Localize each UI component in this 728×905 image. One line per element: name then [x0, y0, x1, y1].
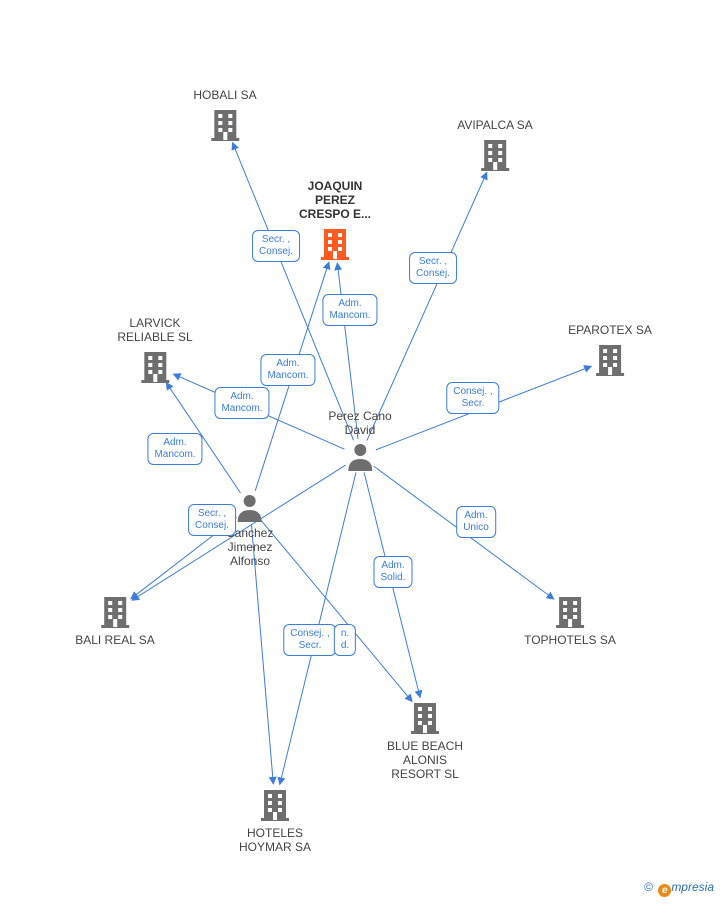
edge-label: n. d. [334, 624, 356, 656]
edge-label: Adm. Mancom. [260, 354, 315, 386]
person-icon [328, 441, 391, 471]
building-icon [457, 136, 533, 172]
node-label: HOBALI SA [193, 88, 256, 102]
building-icon [568, 341, 652, 377]
edge [132, 465, 346, 600]
node-label: AVIPALCA SA [457, 118, 533, 132]
node-avipalca: AVIPALCA SA [457, 118, 533, 172]
edge-label: Secr. , Consej. [409, 252, 457, 284]
edge-label: Secr. , Consej. [252, 230, 300, 262]
edge [251, 524, 273, 784]
diagram-canvas: Perez Cano David Sanchez Jimenez Alfonso… [0, 0, 728, 905]
edge-label: Adm. Mancom. [214, 387, 269, 419]
building-icon [117, 348, 192, 384]
building-icon [387, 699, 463, 735]
brand-initial: e [658, 884, 671, 897]
edge [337, 263, 358, 439]
building-icon [299, 225, 371, 261]
node-hoymar: HOTELES HOYMAR SA [239, 786, 311, 854]
node-label: EPAROTEX SA [568, 323, 652, 337]
edge-label: Consej. , Secr. [283, 624, 336, 656]
node-label: LARVICK RELIABLE SL [117, 316, 192, 344]
edge [261, 520, 412, 702]
building-icon [239, 786, 311, 822]
brand-text: mpresia [671, 880, 714, 894]
edge-label: Adm. Mancom. [322, 294, 377, 326]
building-icon [193, 106, 256, 142]
node-balireal: BALI REAL SA [75, 593, 155, 647]
node-tophotels: TOPHOTELS SA [524, 593, 616, 647]
building-icon [75, 593, 155, 629]
node-label: TOPHOTELS SA [524, 633, 616, 647]
node-perez: Perez Cano David [328, 409, 391, 471]
building-icon [524, 593, 616, 629]
node-eparotex: EPAROTEX SA [568, 323, 652, 377]
edge-label: Secr. , Consej. [188, 504, 236, 536]
node-bluebeach: BLUE BEACH ALONIS RESORT SL [387, 699, 463, 781]
edge-label: Adm. Unico [456, 506, 496, 538]
node-larvick: LARVICK RELIABLE SL [117, 316, 192, 384]
node-label: BALI REAL SA [75, 633, 155, 647]
edges-layer [0, 0, 728, 905]
node-joaquin: JOAQUIN PEREZ CRESPO E... [299, 179, 371, 261]
node-label: JOAQUIN PEREZ CRESPO E... [299, 179, 371, 221]
edge-label: Consej. , Secr. [446, 382, 499, 414]
edge-label: Adm. Mancom. [147, 433, 202, 465]
node-label: BLUE BEACH ALONIS RESORT SL [387, 739, 463, 781]
node-hobali: HOBALI SA [193, 88, 256, 142]
footer: © empresia [644, 880, 714, 897]
node-label: HOTELES HOYMAR SA [239, 826, 311, 854]
copyright-symbol: © [644, 880, 653, 894]
edge-label: Adm. Solid. [373, 556, 412, 588]
node-label: Perez Cano David [328, 409, 391, 437]
